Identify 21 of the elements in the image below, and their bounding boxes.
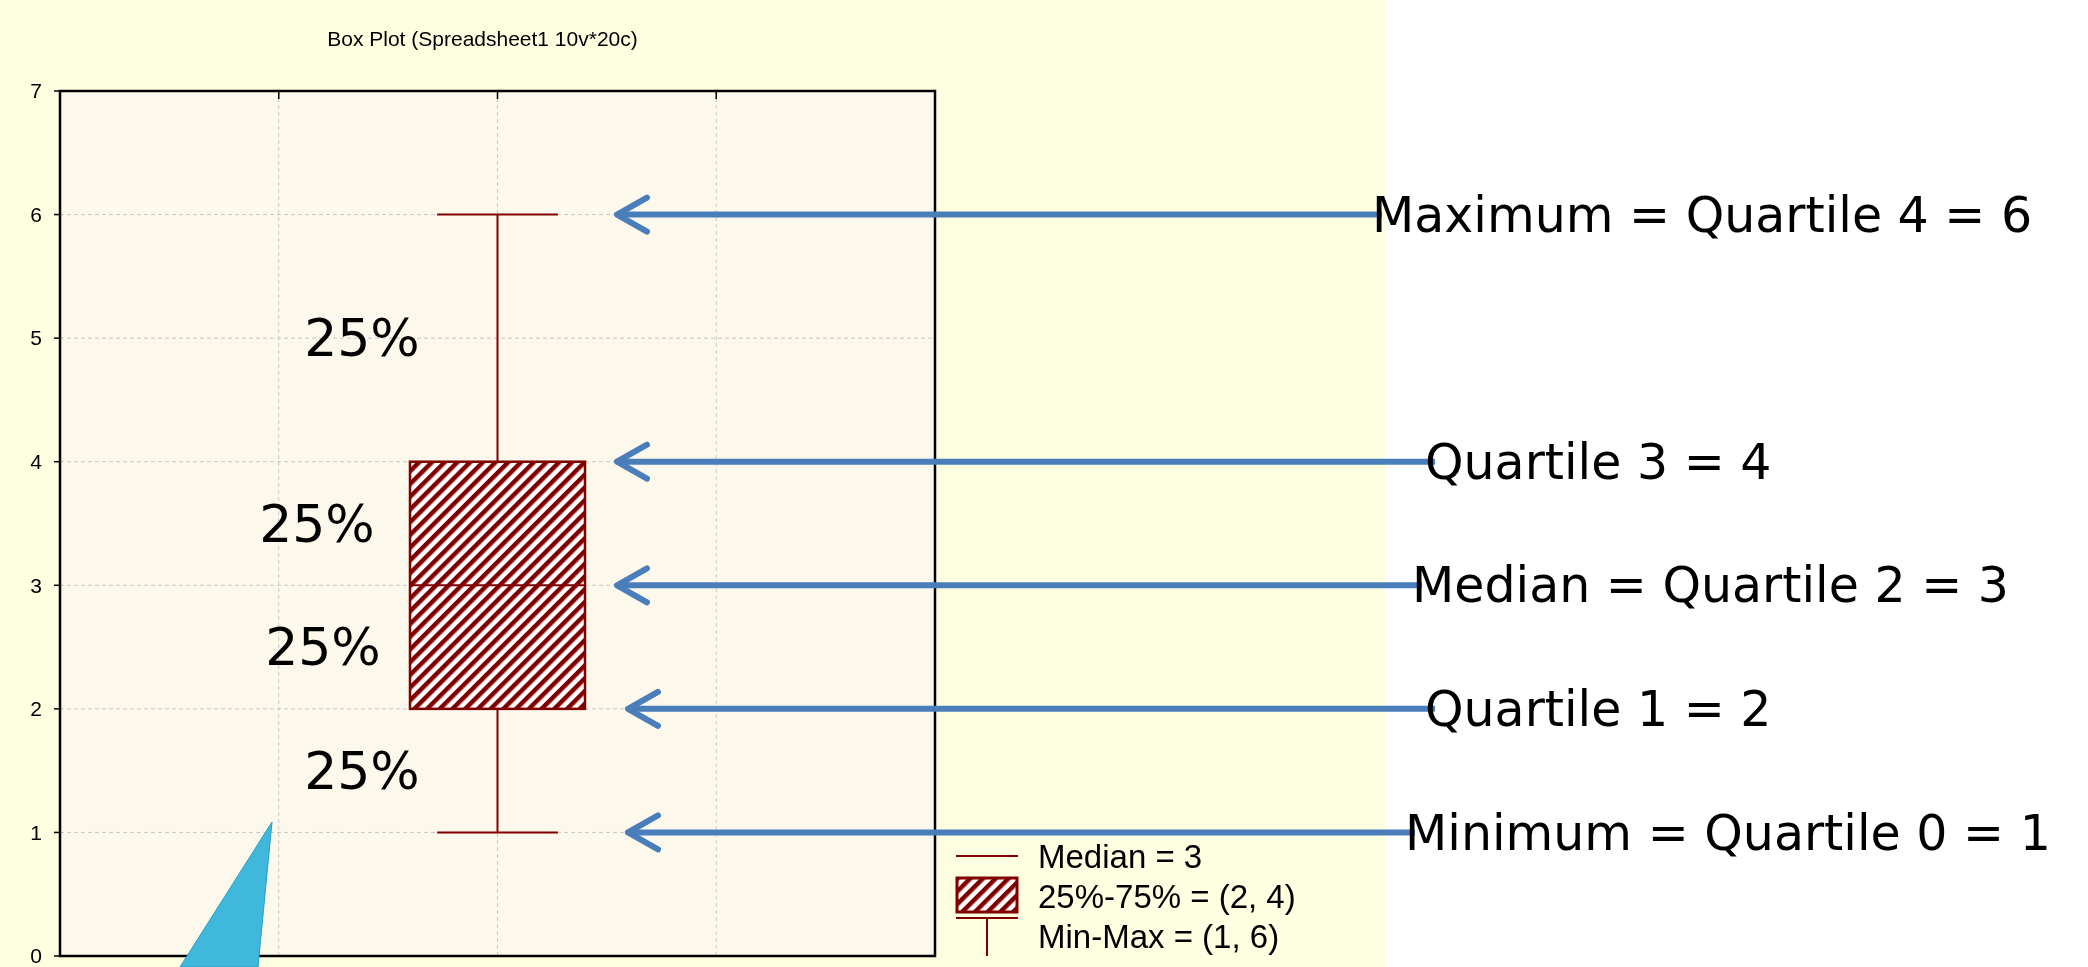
text: Quartile 1 = 2 <box>1425 681 1772 739</box>
annotation: 25% <box>259 493 375 554</box>
y-tick-label: 1 <box>30 820 42 844</box>
text: Min-Max = (1, 6) <box>1038 918 1280 955</box>
chart-title: Box Plot (Spreadsheet1 10v*20c) <box>327 27 638 50</box>
text: Quartile 3 = 4 <box>1425 433 1772 491</box>
y-tick-label: 6 <box>30 202 42 226</box>
y-tick-label: 2 <box>30 697 42 721</box>
y-tick-label: 0 <box>30 944 42 967</box>
text: Maximum = Quartile 4 = 6 <box>1372 186 2033 244</box>
annotation: 25% <box>304 308 420 369</box>
y-tick-label: 5 <box>30 326 42 350</box>
text: 25%-75% = (2, 4) <box>1038 878 1296 915</box>
annotation: 25% <box>304 740 420 801</box>
text: Median = Quartile 2 = 3 <box>1412 557 2009 615</box>
annotation: 25% <box>265 617 381 678</box>
text: Median = 3 <box>1038 838 1203 875</box>
y-tick-label: 3 <box>30 573 42 597</box>
y-tick-label: 7 <box>30 79 42 103</box>
text: Minimum = Quartile 0 = 1 <box>1405 804 2051 862</box>
y-tick-label: 4 <box>30 450 43 474</box>
